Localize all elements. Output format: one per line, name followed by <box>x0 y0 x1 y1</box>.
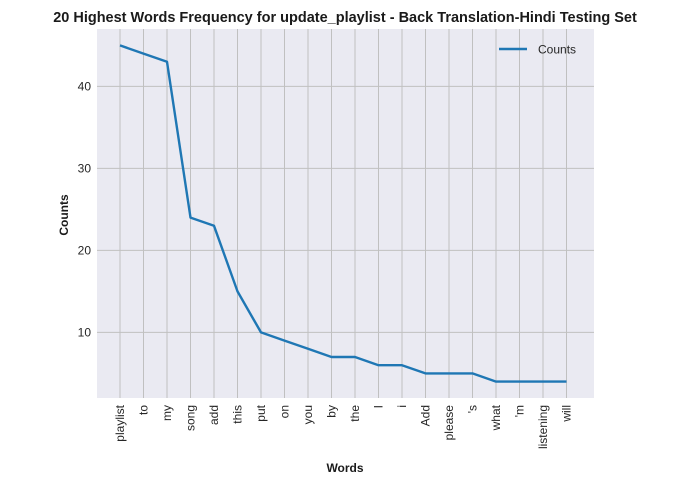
y-tick-label: 30 <box>78 161 92 175</box>
x-tick-label: listening <box>536 405 550 449</box>
x-tick-label: 's <box>466 405 480 413</box>
x-tick-label: playlist <box>113 404 127 441</box>
x-tick-label: song <box>184 405 198 431</box>
y-tick-labels: 10 20 30 40 <box>78 79 92 339</box>
x-tick-label: you <box>301 405 315 424</box>
x-tick-label: will <box>560 405 574 423</box>
y-axis-label: Counts <box>57 194 71 236</box>
chart-title: 20 Highest Words Frequency for update_pl… <box>53 10 637 26</box>
x-tick-label: to <box>137 405 151 415</box>
x-tick-label: 'm <box>513 405 527 417</box>
x-tick-label: on <box>278 405 292 418</box>
x-tick-label: this <box>231 405 245 424</box>
x-tick-label: add <box>207 405 221 425</box>
series-line-counts <box>119 44 567 383</box>
x-axis-label: Words <box>326 461 363 475</box>
x-tick-label: I <box>372 405 386 408</box>
grid <box>97 29 594 398</box>
legend-label-counts: Counts <box>538 43 576 57</box>
x-tick-label: i <box>395 405 409 408</box>
y-tick-label: 10 <box>78 325 92 339</box>
x-tick-label: put <box>254 404 268 421</box>
x-tick-label: by <box>325 405 339 418</box>
x-tick-label: the <box>348 405 362 422</box>
x-tick-label: what <box>489 404 503 431</box>
x-tick-label: please <box>442 405 456 441</box>
y-tick-label: 40 <box>78 79 92 93</box>
x-tick-label: my <box>160 405 174 421</box>
legend: Counts <box>499 43 576 57</box>
x-tick-label: Add <box>419 405 433 426</box>
plot-area <box>97 29 594 398</box>
y-tick-label: 20 <box>78 243 92 257</box>
